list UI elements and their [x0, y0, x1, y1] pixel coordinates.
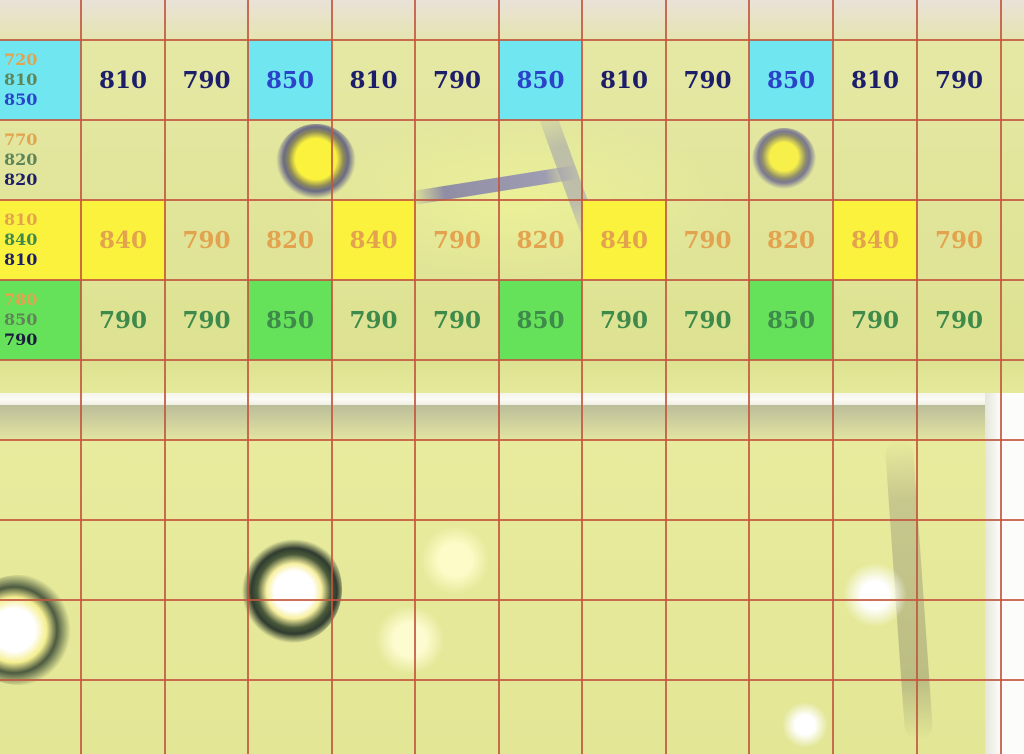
top-edge-strip	[0, 0, 1024, 40]
cell-value: 790	[683, 226, 732, 254]
stacked-value: 810	[4, 210, 38, 229]
highlighted-cell	[0, 40, 81, 120]
cell-value: 790	[934, 66, 983, 94]
cell-value: 790	[599, 306, 648, 334]
stacked-value: 770	[4, 130, 38, 149]
light-spot	[420, 520, 490, 600]
cell-value: 790	[683, 66, 732, 94]
stacked-value: 840	[4, 230, 38, 249]
highlighted-cell	[0, 280, 81, 360]
stacked-value: 790	[4, 330, 38, 349]
divider-shadow	[0, 405, 985, 439]
stacked-value: 850	[4, 310, 38, 329]
stacked-values-cell: 810 840 810	[4, 200, 78, 280]
cell-value: 790	[934, 306, 983, 334]
cell-value: 840	[599, 226, 648, 254]
yellow-ring-spot	[276, 124, 356, 202]
stacked-value: 850	[4, 90, 38, 109]
cell-value: 790	[349, 306, 398, 334]
cell-value: 810	[850, 66, 899, 94]
highlighted-cell	[582, 200, 666, 280]
cell-value: 810	[98, 66, 147, 94]
highlighted-cell	[248, 40, 332, 120]
highlighted-cell	[0, 200, 81, 280]
cell-value: 850	[516, 66, 565, 94]
white-ring-spot	[242, 535, 342, 643]
highlighted-cell	[499, 40, 582, 120]
stacked-value: 820	[4, 170, 38, 189]
cell-value: 790	[432, 306, 481, 334]
stacked-values-cell: 770 820 820	[4, 120, 78, 200]
cell-value: 810	[349, 66, 398, 94]
stacked-value: 810	[4, 250, 38, 269]
light-spot	[780, 700, 830, 750]
highlighted-cell	[749, 280, 833, 360]
cell-value: 790	[683, 306, 732, 334]
stacked-value: 810	[4, 70, 38, 89]
cell-value: 790	[432, 66, 481, 94]
highlighted-cell	[81, 200, 165, 280]
cell-value: 820	[516, 226, 565, 254]
cell-value: 790	[850, 306, 899, 334]
cell-value: 840	[850, 226, 899, 254]
white-divider-band	[0, 393, 985, 405]
cell-value: 840	[98, 226, 147, 254]
cell-value: 790	[182, 306, 231, 334]
cell-value: 820	[766, 226, 815, 254]
cell-value: 790	[432, 226, 481, 254]
cell-value: 790	[98, 306, 147, 334]
stacked-value: 820	[4, 150, 38, 169]
stacked-value: 780	[4, 290, 38, 309]
cell-value: 820	[265, 226, 314, 254]
cell-value: 850	[265, 66, 314, 94]
cell-value: 810	[599, 66, 648, 94]
stacked-values-cell: 720 810 850	[4, 40, 78, 120]
cell-value: 840	[349, 226, 398, 254]
cell-value: 850	[516, 306, 565, 334]
cell-value: 850	[766, 306, 815, 334]
highlighted-cell	[499, 280, 582, 360]
cell-value: 790	[182, 66, 231, 94]
cell-value: 790	[182, 226, 231, 254]
cell-value: 790	[934, 226, 983, 254]
light-spot	[840, 560, 910, 630]
stacked-values-cell: 780 850 790	[4, 280, 78, 360]
highlighted-cell	[833, 200, 917, 280]
highlighted-cell	[749, 40, 833, 120]
cell-value: 850	[766, 66, 815, 94]
yellow-ring-spot	[752, 128, 816, 192]
cell-value: 850	[265, 306, 314, 334]
stacked-value: 720	[4, 50, 38, 69]
highlighted-cell	[332, 200, 415, 280]
highlighted-cell	[248, 280, 332, 360]
right-white-margin	[985, 393, 1024, 754]
light-spot	[375, 600, 445, 680]
